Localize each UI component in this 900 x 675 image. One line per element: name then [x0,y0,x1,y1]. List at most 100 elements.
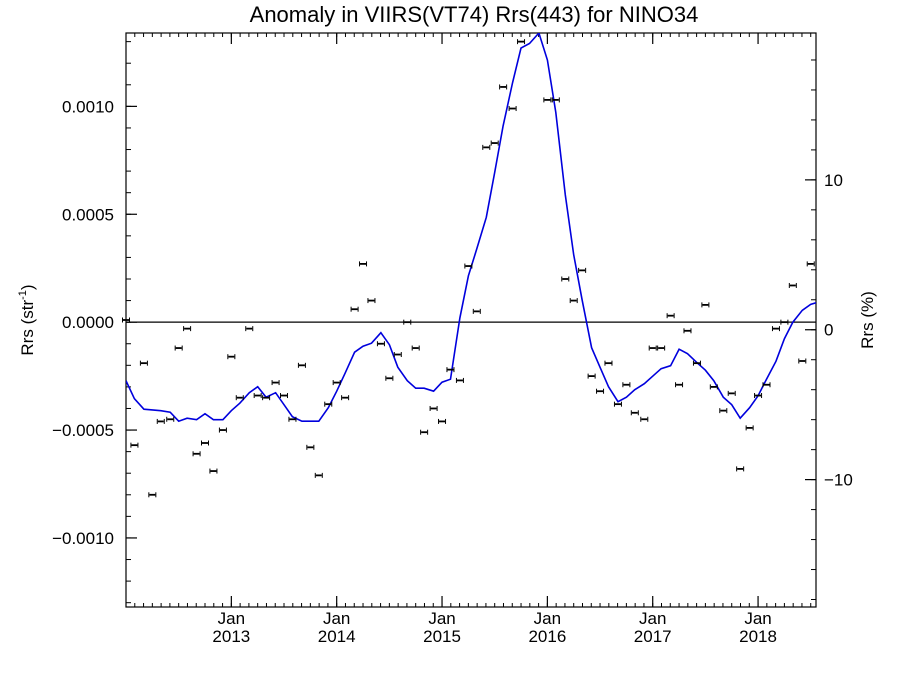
data-point [622,382,631,388]
data-point [350,306,359,312]
data-point [288,416,297,422]
data-point [235,395,244,401]
plot-area [125,32,817,608]
model-line-series [126,33,816,423]
data-point [201,440,210,446]
data-point [569,298,578,304]
y-tick-label: −0.0005 [52,421,114,440]
data-point [551,97,560,103]
data-point [482,144,491,150]
data-point [367,298,376,304]
data-point [403,319,412,325]
minor-ticks [125,33,816,607]
data-point [148,492,157,498]
data-point [604,360,613,366]
data-point [411,345,420,351]
data-point [253,393,262,399]
x-tick-month-label: Jan [534,609,561,628]
data-point [280,393,289,399]
x-tick-month-label: Jan [639,609,666,628]
data-point [341,395,350,401]
right-y-axis-label: Rrs (%) [858,291,877,349]
data-point [587,373,596,379]
data-point [727,390,736,396]
data-point [297,362,306,368]
data-point [174,345,183,351]
data-point [701,302,710,308]
data-point [314,472,323,478]
data-point [640,416,649,422]
y-tick-label: 0.0005 [62,205,114,224]
x-tick-month-label: Jan [744,609,771,628]
data-point [630,410,639,416]
data-point [306,444,315,450]
data-point [324,401,333,407]
data-point [490,140,499,146]
data-point [745,425,754,431]
y-tick-label: 0.0000 [62,313,114,332]
data-point [736,466,745,472]
x-axis: Jan2013Jan2014Jan2015Jan2016Jan2017Jan20… [212,33,777,646]
x-tick-year-label: 2018 [739,627,777,646]
data-point [675,382,684,388]
data-point [227,354,236,360]
data-point [543,97,552,103]
x-tick-month-label: Jan [428,609,455,628]
data-point [429,405,438,411]
data-point [438,418,447,424]
data-point [446,367,455,373]
y2-tick-label: 10 [824,171,843,190]
data-point [166,416,175,422]
data-point [218,427,227,433]
data-point [156,418,165,424]
data-point [192,451,201,457]
data-point [657,345,666,351]
data-point [771,326,780,332]
data-point [578,267,587,273]
data-point [455,377,464,383]
data-point [209,468,218,474]
data-point [596,388,605,394]
model-line [126,33,816,423]
right-y-axis: 10 0 −10 [805,171,853,490]
data-point [754,393,763,399]
observation-points [122,39,815,498]
data-point [464,263,473,269]
data-point [561,276,570,282]
plot-frame [125,32,817,608]
data-point [262,395,271,401]
x-tick-month-label: Jan [218,609,245,628]
data-point [359,261,368,267]
left-y-axis: 0.0010 0.0005 0.0000 −0.0005 −0.0010 [52,97,137,548]
y-tick-label: −0.0010 [52,529,114,548]
chart-title: Anomaly in VIIRS(VT74) Rrs(443) for NINO… [250,2,699,27]
data-point [798,358,807,364]
data-point [183,326,192,332]
left-y-axis-label-sup: -1 [17,290,29,300]
data-point [472,308,481,314]
data-point [613,401,622,407]
y2-tick-label: 0 [824,321,833,340]
left-y-axis-label-close: ) [18,284,37,290]
data-point [420,429,429,435]
data-point [393,352,402,358]
data-point [709,384,718,390]
data-point [245,326,254,332]
x-tick-year-label: 2014 [318,627,356,646]
data-point [788,282,797,288]
data-point [762,382,771,388]
left-y-axis-label-text: Rrs (str [18,300,37,356]
x-tick-year-label: 2017 [634,627,672,646]
data-point [499,84,508,90]
data-point [692,360,701,366]
data-point [780,319,789,325]
data-point [271,380,280,386]
data-point [719,408,728,414]
data-point [376,341,385,347]
data-point [806,261,815,267]
data-point [385,375,394,381]
y-tick-label: 0.0010 [62,97,114,116]
x-tick-month-label: Jan [323,609,350,628]
x-tick-year-label: 2013 [212,627,250,646]
data-point [683,328,692,334]
